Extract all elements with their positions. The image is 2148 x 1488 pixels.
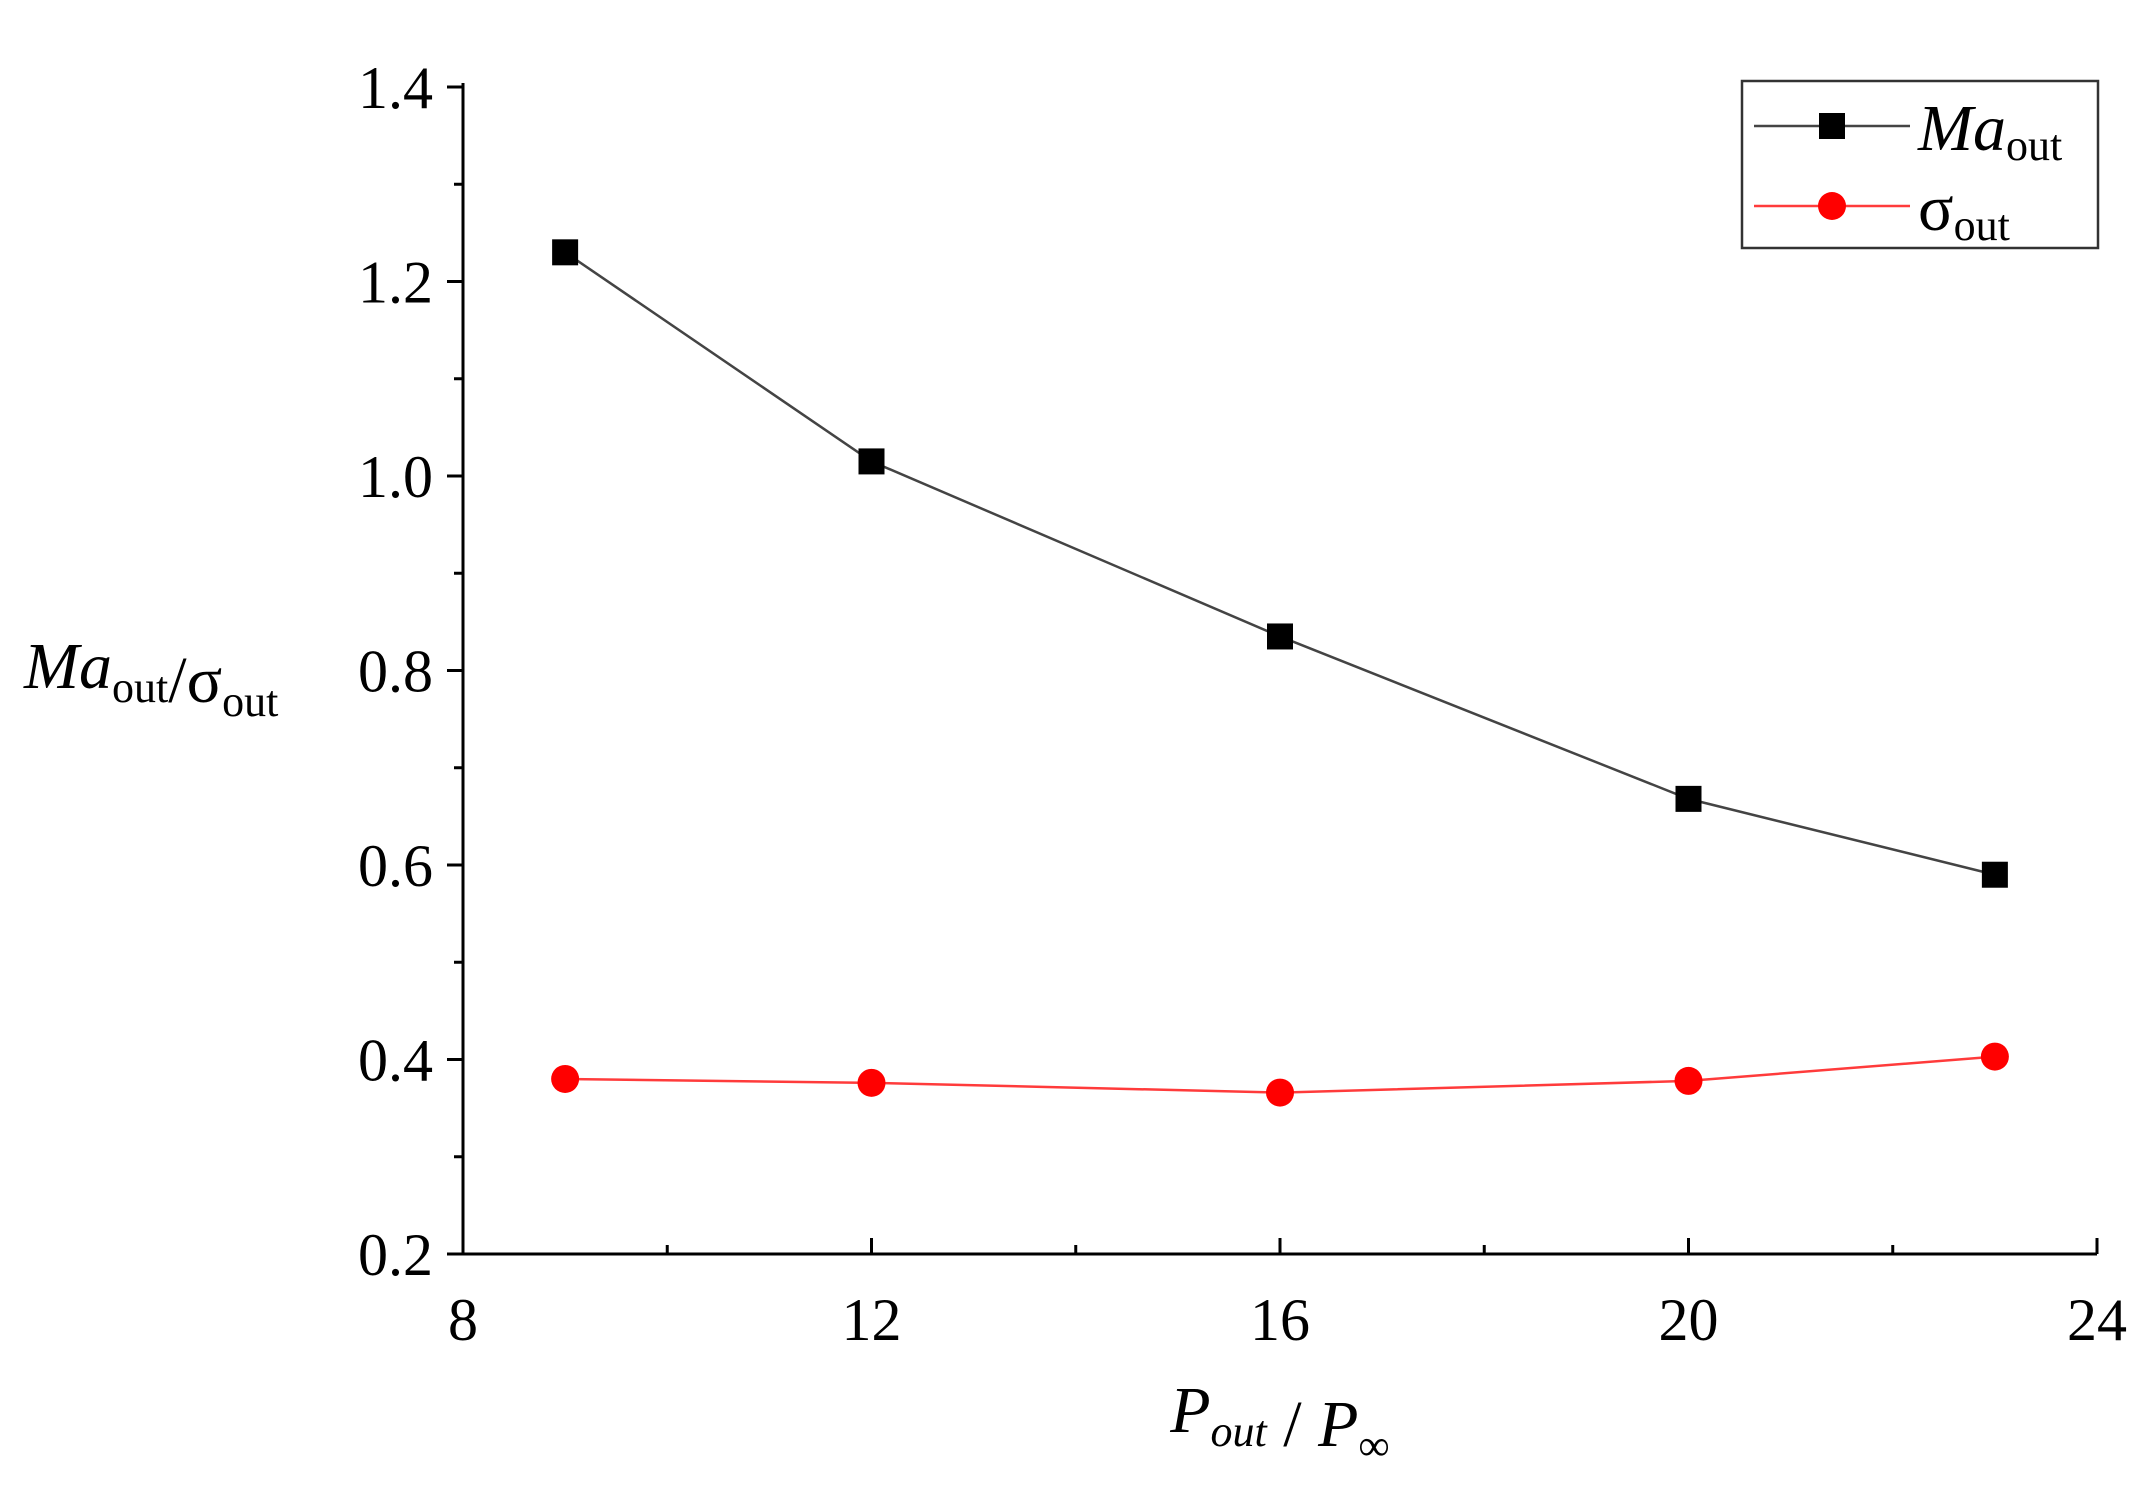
axes: 8 12 16 20 24 0.2 0.4 0.6 0.8 1.0 1.2 1.4 bbox=[358, 55, 2127, 1353]
y-tick-label: 1.2 bbox=[358, 250, 433, 316]
data-point bbox=[858, 448, 885, 475]
legend-marker bbox=[1819, 113, 1845, 139]
legend-label: σout bbox=[1918, 172, 2010, 250]
data-point bbox=[1980, 1042, 2009, 1071]
legend-label: Maout bbox=[1917, 92, 2062, 170]
series-1 bbox=[551, 1042, 2009, 1107]
x-tick-label: 24 bbox=[2067, 1287, 2127, 1353]
y-tick-label: 0.8 bbox=[358, 639, 433, 705]
legend-entry: Maout bbox=[1754, 92, 2062, 170]
y-tick-label: 0.2 bbox=[358, 1222, 433, 1288]
x-tick-label: 20 bbox=[1659, 1287, 1719, 1353]
y-tick-label: 0.6 bbox=[358, 833, 433, 899]
data-point bbox=[552, 239, 579, 266]
data-point bbox=[1267, 623, 1293, 650]
legend-entry: σout bbox=[1754, 172, 2010, 250]
axis-labels: Pout / P∞ Maout/σout bbox=[23, 630, 1390, 1470]
legend-marker bbox=[1818, 192, 1846, 220]
series-0 bbox=[552, 239, 2008, 888]
x-tick-label: 12 bbox=[842, 1287, 902, 1353]
y-tick-label: 1.4 bbox=[358, 55, 433, 121]
data-point bbox=[1674, 1066, 1703, 1095]
data-point bbox=[1675, 785, 1702, 812]
x-axis-title: Pout / P∞ bbox=[1169, 1374, 1390, 1470]
x-tick-label: 16 bbox=[1250, 1287, 1310, 1353]
x-tick-label: 8 bbox=[448, 1287, 478, 1353]
series-line bbox=[564, 251, 1996, 876]
data-point bbox=[1981, 861, 2008, 888]
data-point bbox=[1266, 1078, 1294, 1107]
series-layer bbox=[551, 239, 2009, 1107]
y-axis-title: Maout/σout bbox=[23, 630, 278, 726]
data-point bbox=[551, 1064, 580, 1093]
y-tick-label: 0.4 bbox=[358, 1028, 433, 1094]
data-point bbox=[857, 1068, 886, 1097]
legend-box bbox=[1740, 79, 2100, 250]
y-tick-label: 1.0 bbox=[358, 444, 433, 510]
